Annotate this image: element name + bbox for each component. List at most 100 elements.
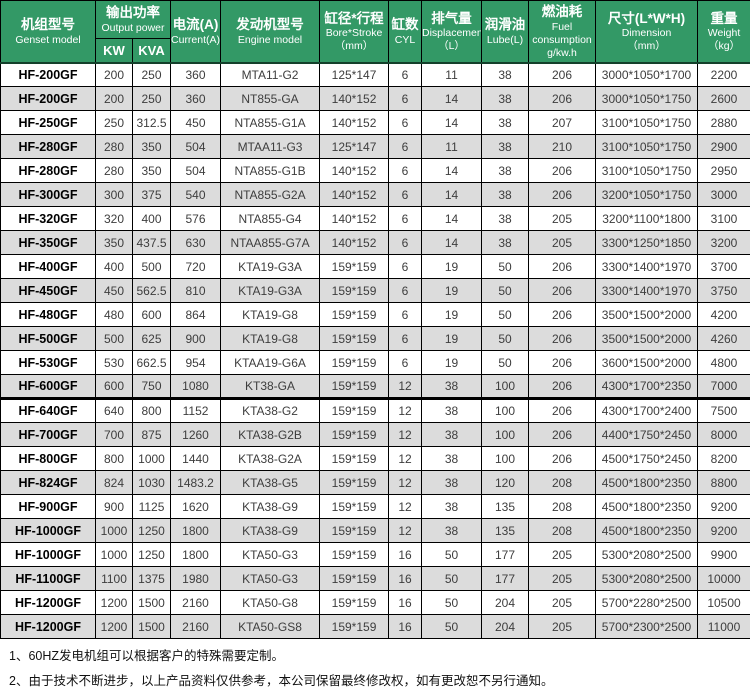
cell-engine: KTA38-G9 bbox=[220, 494, 321, 520]
cell-displacement: 14 bbox=[421, 110, 483, 136]
col-header-bore-stroke: 缸径*行程 Bore*Stroke （mm） bbox=[319, 0, 390, 64]
cell-current: 810 bbox=[170, 278, 222, 304]
cell-current: 504 bbox=[170, 134, 222, 160]
col-header-cyl-en: CYL bbox=[394, 33, 416, 46]
cell-current: 1080 bbox=[170, 374, 222, 401]
cell-weight: 3100 bbox=[697, 206, 750, 232]
cell-dimension: 4300*1700*2400 bbox=[595, 398, 699, 424]
cell-bore_stroke: 159*159 bbox=[319, 302, 390, 328]
cell-bore_stroke: 140*152 bbox=[319, 86, 390, 112]
cell-lube: 100 bbox=[481, 446, 530, 472]
cell-kw: 1100 bbox=[95, 566, 133, 592]
cell-model: HF-800GF bbox=[0, 446, 96, 472]
cell-fuel_consumption: 210 bbox=[528, 134, 597, 160]
cell-model: HF-300GF bbox=[0, 182, 96, 208]
col-header-current-zh: 电流(A) bbox=[172, 17, 219, 33]
cell-fuel_consumption: 206 bbox=[528, 446, 597, 472]
cell-kva: 800 bbox=[131, 398, 172, 424]
cell-cyl: 6 bbox=[388, 350, 423, 376]
cell-weight: 2900 bbox=[697, 134, 750, 160]
cell-lube: 38 bbox=[481, 134, 530, 160]
cell-engine: KT38-GA bbox=[220, 374, 321, 401]
cell-lube: 50 bbox=[481, 302, 530, 328]
table-row: HF-450GF 450 562.5 810 KTA19-G3A 159*159 6 19 50… bbox=[0, 278, 750, 304]
col-header-model-en: Genset model bbox=[15, 33, 81, 46]
cell-kva: 750 bbox=[131, 374, 172, 401]
cell-displacement: 50 bbox=[421, 566, 483, 592]
cell-lube: 135 bbox=[481, 518, 530, 544]
cell-kva: 875 bbox=[131, 422, 172, 448]
cell-fuel_consumption: 205 bbox=[528, 206, 597, 232]
cell-kw: 300 bbox=[95, 182, 133, 208]
cell-dimension: 3300*1250*1850 bbox=[595, 230, 699, 256]
col-header-displacement: 排气量 Displacement （L） bbox=[421, 0, 483, 64]
cell-cyl: 6 bbox=[388, 230, 423, 256]
cell-engine: NTA855-G4 bbox=[220, 206, 321, 232]
cell-cyl: 12 bbox=[388, 446, 423, 472]
cell-current: 1152 bbox=[170, 398, 222, 424]
cell-engine: KTA19-G8 bbox=[220, 326, 321, 352]
table-row: HF-280GF 280 350 504 MTAA11-G3 125*147 6 11 38 21… bbox=[0, 134, 750, 160]
table-header: 机组型号 Genset model 输出功率 Output power 电流(A… bbox=[0, 0, 750, 64]
cell-kw: 480 bbox=[95, 302, 133, 328]
cell-fuel_consumption: 205 bbox=[528, 542, 597, 568]
cell-dimension: 3600*1500*2000 bbox=[595, 350, 699, 376]
cell-weight: 8800 bbox=[697, 470, 750, 496]
cell-dimension: 3200*1100*1800 bbox=[595, 206, 699, 232]
cell-displacement: 38 bbox=[421, 398, 483, 424]
cell-displacement: 19 bbox=[421, 302, 483, 328]
table-row: HF-800GF 800 1000 1440 KTA38-G2A 159*159 12 38 1… bbox=[0, 446, 750, 472]
cell-cyl: 16 bbox=[388, 566, 423, 592]
cell-kva: 312.5 bbox=[131, 110, 172, 136]
col-header-lube: 润滑油 Lube(L) bbox=[481, 0, 530, 64]
cell-lube: 177 bbox=[481, 542, 530, 568]
table-row: HF-300GF 300 375 540 NTA855-G2A 140*152 6 14 38 2… bbox=[0, 182, 750, 208]
cell-kw: 250 bbox=[95, 110, 133, 136]
cell-bore_stroke: 140*152 bbox=[319, 206, 390, 232]
col-header-weight-zh: 重量 bbox=[710, 10, 738, 26]
cell-displacement: 50 bbox=[421, 542, 483, 568]
cell-bore_stroke: 159*159 bbox=[319, 614, 390, 640]
cell-current: 1620 bbox=[170, 494, 222, 520]
cell-lube: 38 bbox=[481, 86, 530, 112]
col-header-bore-stroke-zh: 缸径*行程 bbox=[324, 10, 384, 26]
cell-fuel_consumption: 206 bbox=[528, 254, 597, 280]
cell-displacement: 14 bbox=[421, 182, 483, 208]
cell-dimension: 3100*1050*1750 bbox=[595, 110, 699, 136]
col-header-dimension-en: Dimension bbox=[621, 27, 672, 40]
cell-displacement: 38 bbox=[421, 494, 483, 520]
cell-weight: 3750 bbox=[697, 278, 750, 304]
cell-weight: 9200 bbox=[697, 494, 750, 520]
cell-displacement: 14 bbox=[421, 230, 483, 256]
col-header-weight: 重量 Weight （kg） bbox=[697, 0, 750, 64]
cell-current: 1440 bbox=[170, 446, 222, 472]
table-row: HF-900GF 900 1125 1620 KTA38-G9 159*159 12 38 13… bbox=[0, 494, 750, 520]
cell-fuel_consumption: 205 bbox=[528, 590, 597, 616]
cell-dimension: 4300*1700*2350 bbox=[595, 374, 699, 401]
cell-displacement: 50 bbox=[421, 614, 483, 640]
col-header-kw: KW bbox=[95, 38, 133, 64]
cell-bore_stroke: 159*159 bbox=[319, 254, 390, 280]
table-row: HF-320GF 320 400 576 NTA855-G4 140*152 6 14 38 20… bbox=[0, 206, 750, 232]
col-header-bore-stroke-unit: （mm） bbox=[334, 40, 374, 53]
col-header-engine: 发动机型号 Engine model bbox=[220, 0, 321, 64]
cell-weight: 7000 bbox=[697, 374, 750, 401]
cell-fuel_consumption: 206 bbox=[528, 398, 597, 424]
cell-kw: 450 bbox=[95, 278, 133, 304]
cell-kva: 662.5 bbox=[131, 350, 172, 376]
cell-kva: 625 bbox=[131, 326, 172, 352]
col-header-weight-unit: （kg） bbox=[707, 40, 741, 53]
cell-kva: 400 bbox=[131, 206, 172, 232]
cell-weight: 10500 bbox=[697, 590, 750, 616]
cell-kva: 1030 bbox=[131, 470, 172, 496]
cell-kw: 1000 bbox=[95, 518, 133, 544]
cell-bore_stroke: 159*159 bbox=[319, 278, 390, 304]
cell-current: 450 bbox=[170, 110, 222, 136]
table-body: HF-200GF 200 250 360 MTA11-G2 125*147 6 11 38 206… bbox=[0, 61, 750, 640]
cell-model: HF-1000GF bbox=[0, 542, 96, 568]
table-row: HF-1200GF 1200 1500 2160 KTA50-GS8 159*159 16 5… bbox=[0, 614, 750, 640]
cell-current: 576 bbox=[170, 206, 222, 232]
cell-cyl: 16 bbox=[388, 542, 423, 568]
cell-fuel_consumption: 208 bbox=[528, 494, 597, 520]
cell-kw: 1200 bbox=[95, 590, 133, 616]
